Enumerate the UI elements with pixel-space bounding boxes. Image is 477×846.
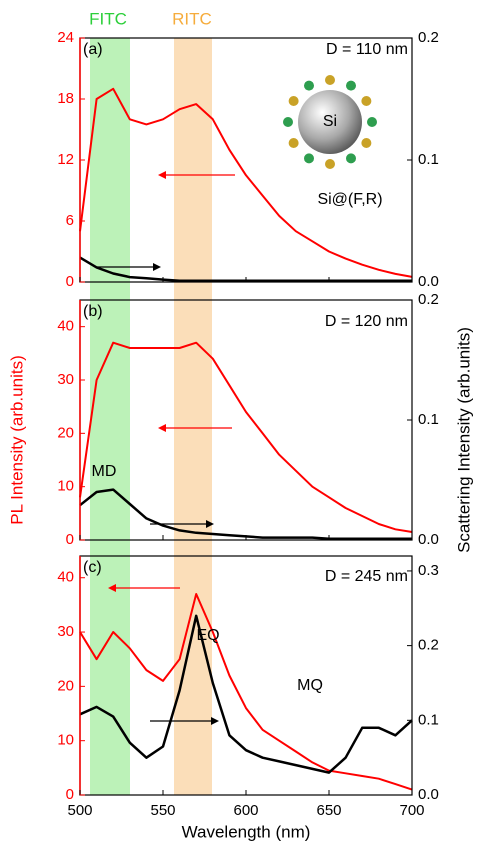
dye-dot <box>288 138 299 148</box>
y2-tick-label: 0.1 <box>418 151 439 168</box>
annotation: D = 245 nm <box>325 568 408 585</box>
dye-dot <box>325 75 335 85</box>
dye-dot <box>361 138 372 148</box>
y-tick-label: 30 <box>57 371 74 388</box>
inset-label: Si@(F,R) <box>317 191 382 208</box>
ritc-band <box>174 38 212 795</box>
bands <box>90 38 212 795</box>
series-line <box>79 593 413 791</box>
dye-dot <box>346 80 356 91</box>
y-tick-label: 40 <box>57 318 74 335</box>
annotation: D = 120 nm <box>325 313 408 330</box>
fitc-band <box>90 38 130 795</box>
annotation: D = 110 nm <box>326 41 408 58</box>
y2-tick-label: 0.0 <box>418 273 439 290</box>
dye-dot <box>361 96 372 106</box>
annotation: MQ <box>297 677 323 694</box>
annotation: MD <box>92 463 117 480</box>
y2-tick-label: 0.2 <box>418 29 439 46</box>
y-tick-label: 20 <box>57 677 74 694</box>
y2-tick-label: 0.1 <box>418 411 439 428</box>
dye-dot <box>367 117 377 127</box>
y-tick-label: 0 <box>66 273 74 290</box>
x-tick-label: 550 <box>150 802 175 819</box>
arrows <box>97 171 235 725</box>
inset-core: Si <box>323 113 337 130</box>
ritc-label: RITC <box>172 9 212 28</box>
y-tick-label: 20 <box>57 424 74 441</box>
panel-label: (b) <box>83 303 103 320</box>
si-core <box>298 90 362 154</box>
arrow-head <box>108 584 116 592</box>
x-tick-label: 600 <box>233 802 258 819</box>
arrow-head <box>153 263 161 271</box>
y-tick-label: 18 <box>57 90 74 107</box>
y2-tick-label: 0.3 <box>418 562 439 579</box>
series-line <box>79 87 413 278</box>
y2-tick-label: 0.2 <box>418 637 439 654</box>
annotation: EQ <box>196 627 219 644</box>
y-tick-label: 24 <box>57 29 74 46</box>
inset: Si Si@(F,R) <box>283 75 383 208</box>
y2-axis-label: Scattering Intensity (arb.units) <box>454 327 473 553</box>
y2-tick-label: 0.2 <box>418 291 439 308</box>
dye-dot <box>325 159 335 169</box>
y-tick-label: 40 <box>57 569 74 586</box>
dye-dot <box>283 117 293 127</box>
y-tick-label: 0 <box>66 786 74 803</box>
x-tick-label: 500 <box>67 802 92 819</box>
arrow-head <box>211 717 219 725</box>
series-line <box>79 614 413 774</box>
arrow-head <box>158 424 166 432</box>
y2-tick-label: 0.0 <box>418 531 439 548</box>
y-axis-label: PL Intensity (arb.units) <box>7 355 26 524</box>
x-axis-label: Wavelength (nm) <box>182 822 311 841</box>
dye-dot <box>304 153 314 164</box>
panel-label: (c) <box>83 559 102 576</box>
dye-dot <box>346 153 356 164</box>
x-tick-label: 650 <box>316 802 341 819</box>
y-tick-label: 10 <box>57 478 74 495</box>
dye-dot <box>288 96 299 106</box>
y-tick-label: 30 <box>57 623 74 640</box>
y-tick-label: 12 <box>57 151 74 168</box>
y-tick-label: 0 <box>66 531 74 548</box>
fitc-label: FITC <box>89 9 127 28</box>
y2-tick-label: 0.1 <box>418 711 439 728</box>
series-line <box>79 341 413 533</box>
dye-dot <box>304 80 314 91</box>
y2-tick-label: 0.0 <box>418 786 439 803</box>
arrow-head <box>206 520 214 528</box>
y-tick-label: 6 <box>66 212 74 229</box>
y-tick-label: 10 <box>57 732 74 749</box>
panel-label: (a) <box>83 41 103 58</box>
arrow-head <box>158 171 166 179</box>
x-tick-label: 700 <box>399 802 424 819</box>
